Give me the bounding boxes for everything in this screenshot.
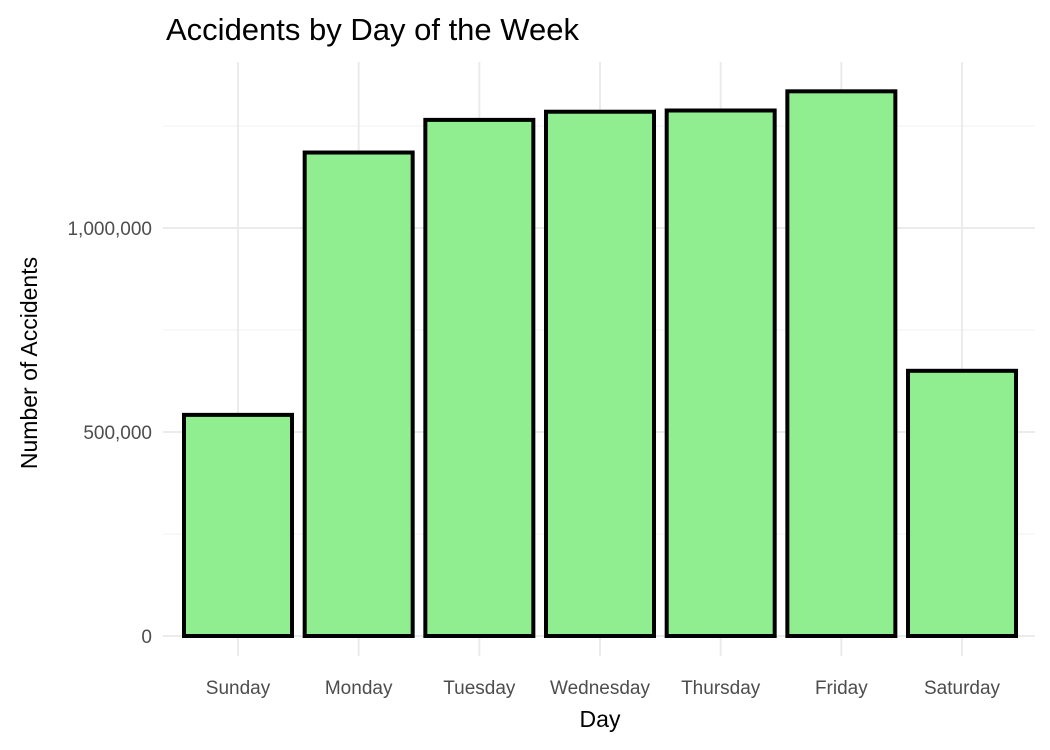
bar-friday <box>785 89 898 638</box>
y-tick-label: 500,000 <box>83 423 152 444</box>
bars <box>182 89 1019 639</box>
x-axis-ticks: Sunday Monday Tuesday Wednesday Thursday Frid… <box>206 678 1001 699</box>
x-tick-label-monday: Monday <box>325 678 393 699</box>
y-axis-title: Number of Accidents <box>16 257 42 469</box>
x-tick-label-thursday: Thursday <box>681 678 761 699</box>
x-axis-title: Day <box>580 706 621 732</box>
x-tick-label-tuesday: Tuesday <box>443 678 516 699</box>
bar-monday <box>302 150 415 639</box>
x-tick-label-friday: Friday <box>815 678 868 699</box>
bar-thursday <box>664 108 777 639</box>
bar-saturday <box>906 368 1019 638</box>
x-tick-label-wednesday: Wednesday <box>550 678 650 699</box>
y-tick-label: 1,000,000 <box>67 219 152 240</box>
y-tick-label: 0 <box>141 627 152 648</box>
bar-wednesday <box>544 109 657 639</box>
bar-sunday <box>182 412 294 639</box>
chart-title: Accidents by Day of the Week <box>166 12 579 47</box>
y-axis-ticks: 0 500,000 1,000,000 <box>67 219 152 648</box>
bar-tuesday <box>423 117 536 638</box>
x-tick-label-saturday: Saturday <box>924 678 1001 699</box>
x-tick-label-sunday: Sunday <box>206 678 271 699</box>
